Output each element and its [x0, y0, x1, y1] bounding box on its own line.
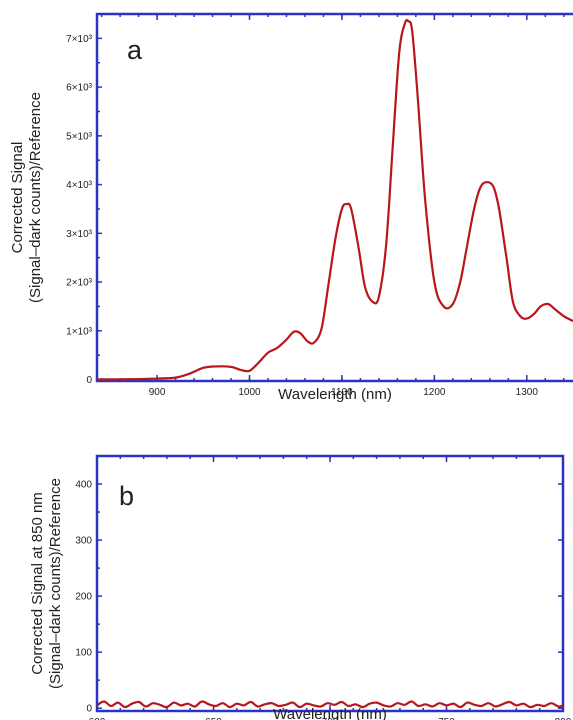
y-tick-label: 0: [86, 704, 92, 715]
y-tick-label: 7×10³: [66, 34, 93, 45]
y-tick-label: 100: [75, 648, 92, 659]
plot-frame: [95, 454, 565, 713]
x-tick-label: 600: [89, 717, 106, 720]
y-tick-label: 0: [86, 375, 92, 386]
x-tick-label: 650: [205, 717, 222, 720]
x-tick-label: 1300: [516, 387, 539, 398]
y-tick-label: 3×10³: [66, 229, 93, 240]
y-tick-label: 1×10³: [66, 326, 93, 337]
y-tick-label: 2×10³: [66, 278, 93, 289]
x-tick-label: 800: [555, 717, 572, 720]
y-axis-label: Corrected Signal at 850 nm: [29, 492, 46, 675]
x-tick-label: 750: [438, 717, 455, 720]
y-tick-label: 4×10³: [66, 180, 93, 191]
panel-letter: a: [127, 35, 143, 65]
chart-panel-a: 0 1×10³ 2×10³ 3×10³ 4×10³ 5×10³ 6×10³ 7×10³ 900 1…: [9, 12, 573, 403]
x-tick-label: 700: [322, 717, 339, 720]
chart-panel-b: 0 100 200 300 400 600 650 700 750 800 Wavelength (…: [29, 454, 572, 720]
y-tick-label: 400: [75, 480, 92, 491]
y-tick-label: 200: [75, 592, 92, 603]
series-line: [97, 700, 563, 709]
y-axis-label: (Signal–dark counts)/Reference: [27, 92, 44, 303]
x-tick-label: 900: [149, 387, 166, 398]
x-axis-label: Wavelength (nm): [278, 386, 392, 403]
plot-frame: [95, 12, 573, 383]
x-tick-label: 1200: [423, 387, 446, 398]
series-line: [97, 19, 573, 381]
y-tick-label: 6×10³: [66, 83, 93, 94]
x-tick-label: 1000: [238, 387, 261, 398]
x-tick-label: 1100: [331, 387, 353, 398]
y-tick-label: 300: [75, 536, 92, 547]
panel-letter: b: [119, 481, 134, 511]
x-axis-label: Wavelength (nm): [273, 706, 387, 720]
y-axis-label: Corrected Signal: [9, 142, 26, 254]
y-tick-label: 5×10³: [66, 131, 93, 142]
y-axis-label: (Signal–dark counts)/Reference: [47, 478, 64, 689]
